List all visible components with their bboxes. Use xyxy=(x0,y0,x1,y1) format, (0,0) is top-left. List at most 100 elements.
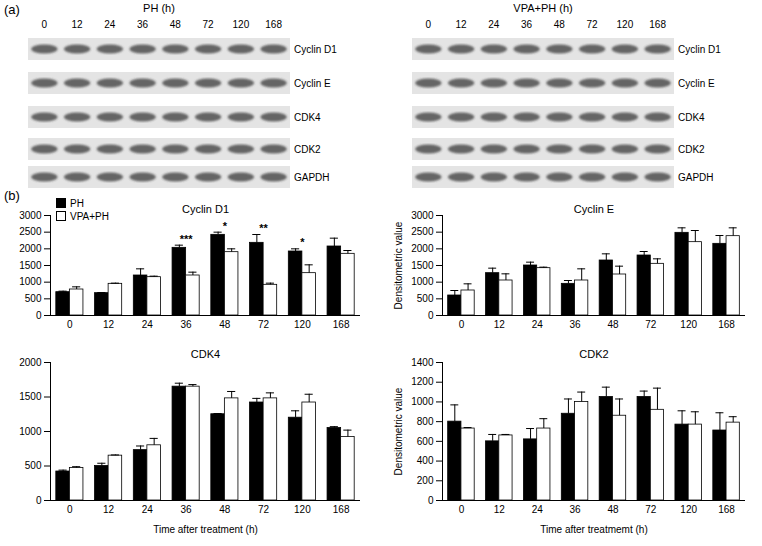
svg-text:CDK4: CDK4 xyxy=(294,112,321,123)
svg-text:36: 36 xyxy=(570,504,582,515)
svg-text:1000: 1000 xyxy=(411,276,434,287)
svg-text:0: 0 xyxy=(67,504,73,515)
svg-text:24: 24 xyxy=(142,319,154,330)
svg-text:1500: 1500 xyxy=(19,391,42,402)
svg-text:***: *** xyxy=(180,233,194,245)
svg-text:36: 36 xyxy=(181,504,193,515)
svg-text:1000: 1000 xyxy=(411,396,434,407)
svg-text:168: 168 xyxy=(265,19,282,30)
svg-text:1000: 1000 xyxy=(19,276,42,287)
svg-text:1500: 1500 xyxy=(411,260,434,271)
svg-text:168: 168 xyxy=(649,19,666,30)
svg-text:*: * xyxy=(300,236,305,248)
svg-text:500: 500 xyxy=(25,460,42,471)
svg-text:120: 120 xyxy=(680,504,697,515)
svg-text:0: 0 xyxy=(426,19,432,30)
svg-text:CDK2: CDK2 xyxy=(579,348,608,360)
svg-text:72: 72 xyxy=(587,19,599,30)
svg-text:120: 120 xyxy=(680,319,697,330)
svg-text:Time after treatment (h): Time after treatment (h) xyxy=(153,524,258,535)
svg-text:36: 36 xyxy=(521,19,533,30)
svg-text:120: 120 xyxy=(294,319,311,330)
svg-text:Cyclin E: Cyclin E xyxy=(678,78,715,89)
svg-text:1500: 1500 xyxy=(19,260,42,271)
svg-text:500: 500 xyxy=(417,293,434,304)
svg-text:48: 48 xyxy=(607,504,619,515)
svg-text:0: 0 xyxy=(428,310,434,321)
svg-text:48: 48 xyxy=(607,319,619,330)
svg-text:72: 72 xyxy=(203,19,215,30)
svg-text:0: 0 xyxy=(42,19,48,30)
svg-text:24: 24 xyxy=(104,19,116,30)
svg-text:24: 24 xyxy=(142,504,154,515)
svg-text:12: 12 xyxy=(72,19,84,30)
svg-text:2500: 2500 xyxy=(19,226,42,237)
svg-text:120: 120 xyxy=(294,504,311,515)
svg-text:24: 24 xyxy=(488,19,500,30)
svg-text:168: 168 xyxy=(333,504,350,515)
svg-text:Cyclin D1: Cyclin D1 xyxy=(678,44,721,55)
svg-text:CDK2: CDK2 xyxy=(294,144,321,155)
svg-text:36: 36 xyxy=(137,19,149,30)
svg-text:12: 12 xyxy=(103,504,115,515)
svg-text:3000: 3000 xyxy=(19,210,42,221)
svg-text:Time after treatmemt (h): Time after treatmemt (h) xyxy=(540,524,647,535)
svg-text:48: 48 xyxy=(554,19,566,30)
svg-text:CDK4: CDK4 xyxy=(678,112,705,123)
svg-text:48: 48 xyxy=(219,319,231,330)
svg-text:2000: 2000 xyxy=(19,243,42,254)
svg-text:12: 12 xyxy=(103,319,115,330)
svg-text:24: 24 xyxy=(532,319,544,330)
svg-text:CDK2: CDK2 xyxy=(678,144,705,155)
svg-text:Densitometric value: Densitometric value xyxy=(393,221,404,309)
svg-text:168: 168 xyxy=(718,504,735,515)
svg-text:0: 0 xyxy=(459,504,465,515)
svg-text:1000: 1000 xyxy=(19,426,42,437)
svg-text:168: 168 xyxy=(718,319,735,330)
svg-text:Cyclin E: Cyclin E xyxy=(574,203,614,215)
svg-text:36: 36 xyxy=(570,319,582,330)
svg-text:168: 168 xyxy=(333,319,350,330)
svg-text:0: 0 xyxy=(428,495,434,506)
svg-text:GAPDH: GAPDH xyxy=(294,172,330,183)
svg-text:400: 400 xyxy=(417,455,434,466)
svg-text:48: 48 xyxy=(170,19,182,30)
svg-text:*: * xyxy=(223,220,228,232)
svg-text:VPA+PH (h): VPA+PH (h) xyxy=(513,2,572,14)
svg-text:12: 12 xyxy=(494,504,506,515)
svg-text:2000: 2000 xyxy=(19,357,42,368)
svg-text:1400: 1400 xyxy=(411,357,434,368)
svg-text:2500: 2500 xyxy=(411,226,434,237)
svg-text:120: 120 xyxy=(233,19,250,30)
svg-text:0: 0 xyxy=(459,319,465,330)
svg-text:600: 600 xyxy=(417,436,434,447)
svg-text:Cyclin D1: Cyclin D1 xyxy=(294,44,337,55)
svg-text:36: 36 xyxy=(181,319,193,330)
svg-text:800: 800 xyxy=(417,416,434,427)
svg-text:48: 48 xyxy=(219,504,231,515)
svg-text:72: 72 xyxy=(258,319,270,330)
svg-text:120: 120 xyxy=(617,19,634,30)
svg-text:Densitometric value: Densitometric value xyxy=(393,387,404,475)
svg-text:24: 24 xyxy=(532,504,544,515)
svg-text:(a): (a) xyxy=(4,2,20,17)
svg-text:200: 200 xyxy=(417,475,434,486)
svg-text:2000: 2000 xyxy=(411,243,434,254)
svg-text:12: 12 xyxy=(456,19,468,30)
svg-text:72: 72 xyxy=(645,504,657,515)
svg-text:Cyclin E: Cyclin E xyxy=(294,78,331,89)
svg-text:**: ** xyxy=(259,222,268,234)
svg-text:Cyclin D1: Cyclin D1 xyxy=(182,203,229,215)
svg-text:500: 500 xyxy=(25,293,42,304)
svg-text:12: 12 xyxy=(494,319,506,330)
svg-text:1200: 1200 xyxy=(411,376,434,387)
svg-text:72: 72 xyxy=(645,319,657,330)
svg-text:CDK4: CDK4 xyxy=(191,348,220,360)
svg-text:0: 0 xyxy=(36,310,42,321)
svg-text:3000: 3000 xyxy=(411,210,434,221)
svg-text:PH (h): PH (h) xyxy=(143,2,175,14)
svg-text:0: 0 xyxy=(36,495,42,506)
svg-text:0: 0 xyxy=(67,319,73,330)
svg-text:72: 72 xyxy=(258,504,270,515)
svg-text:GAPDH: GAPDH xyxy=(678,172,714,183)
